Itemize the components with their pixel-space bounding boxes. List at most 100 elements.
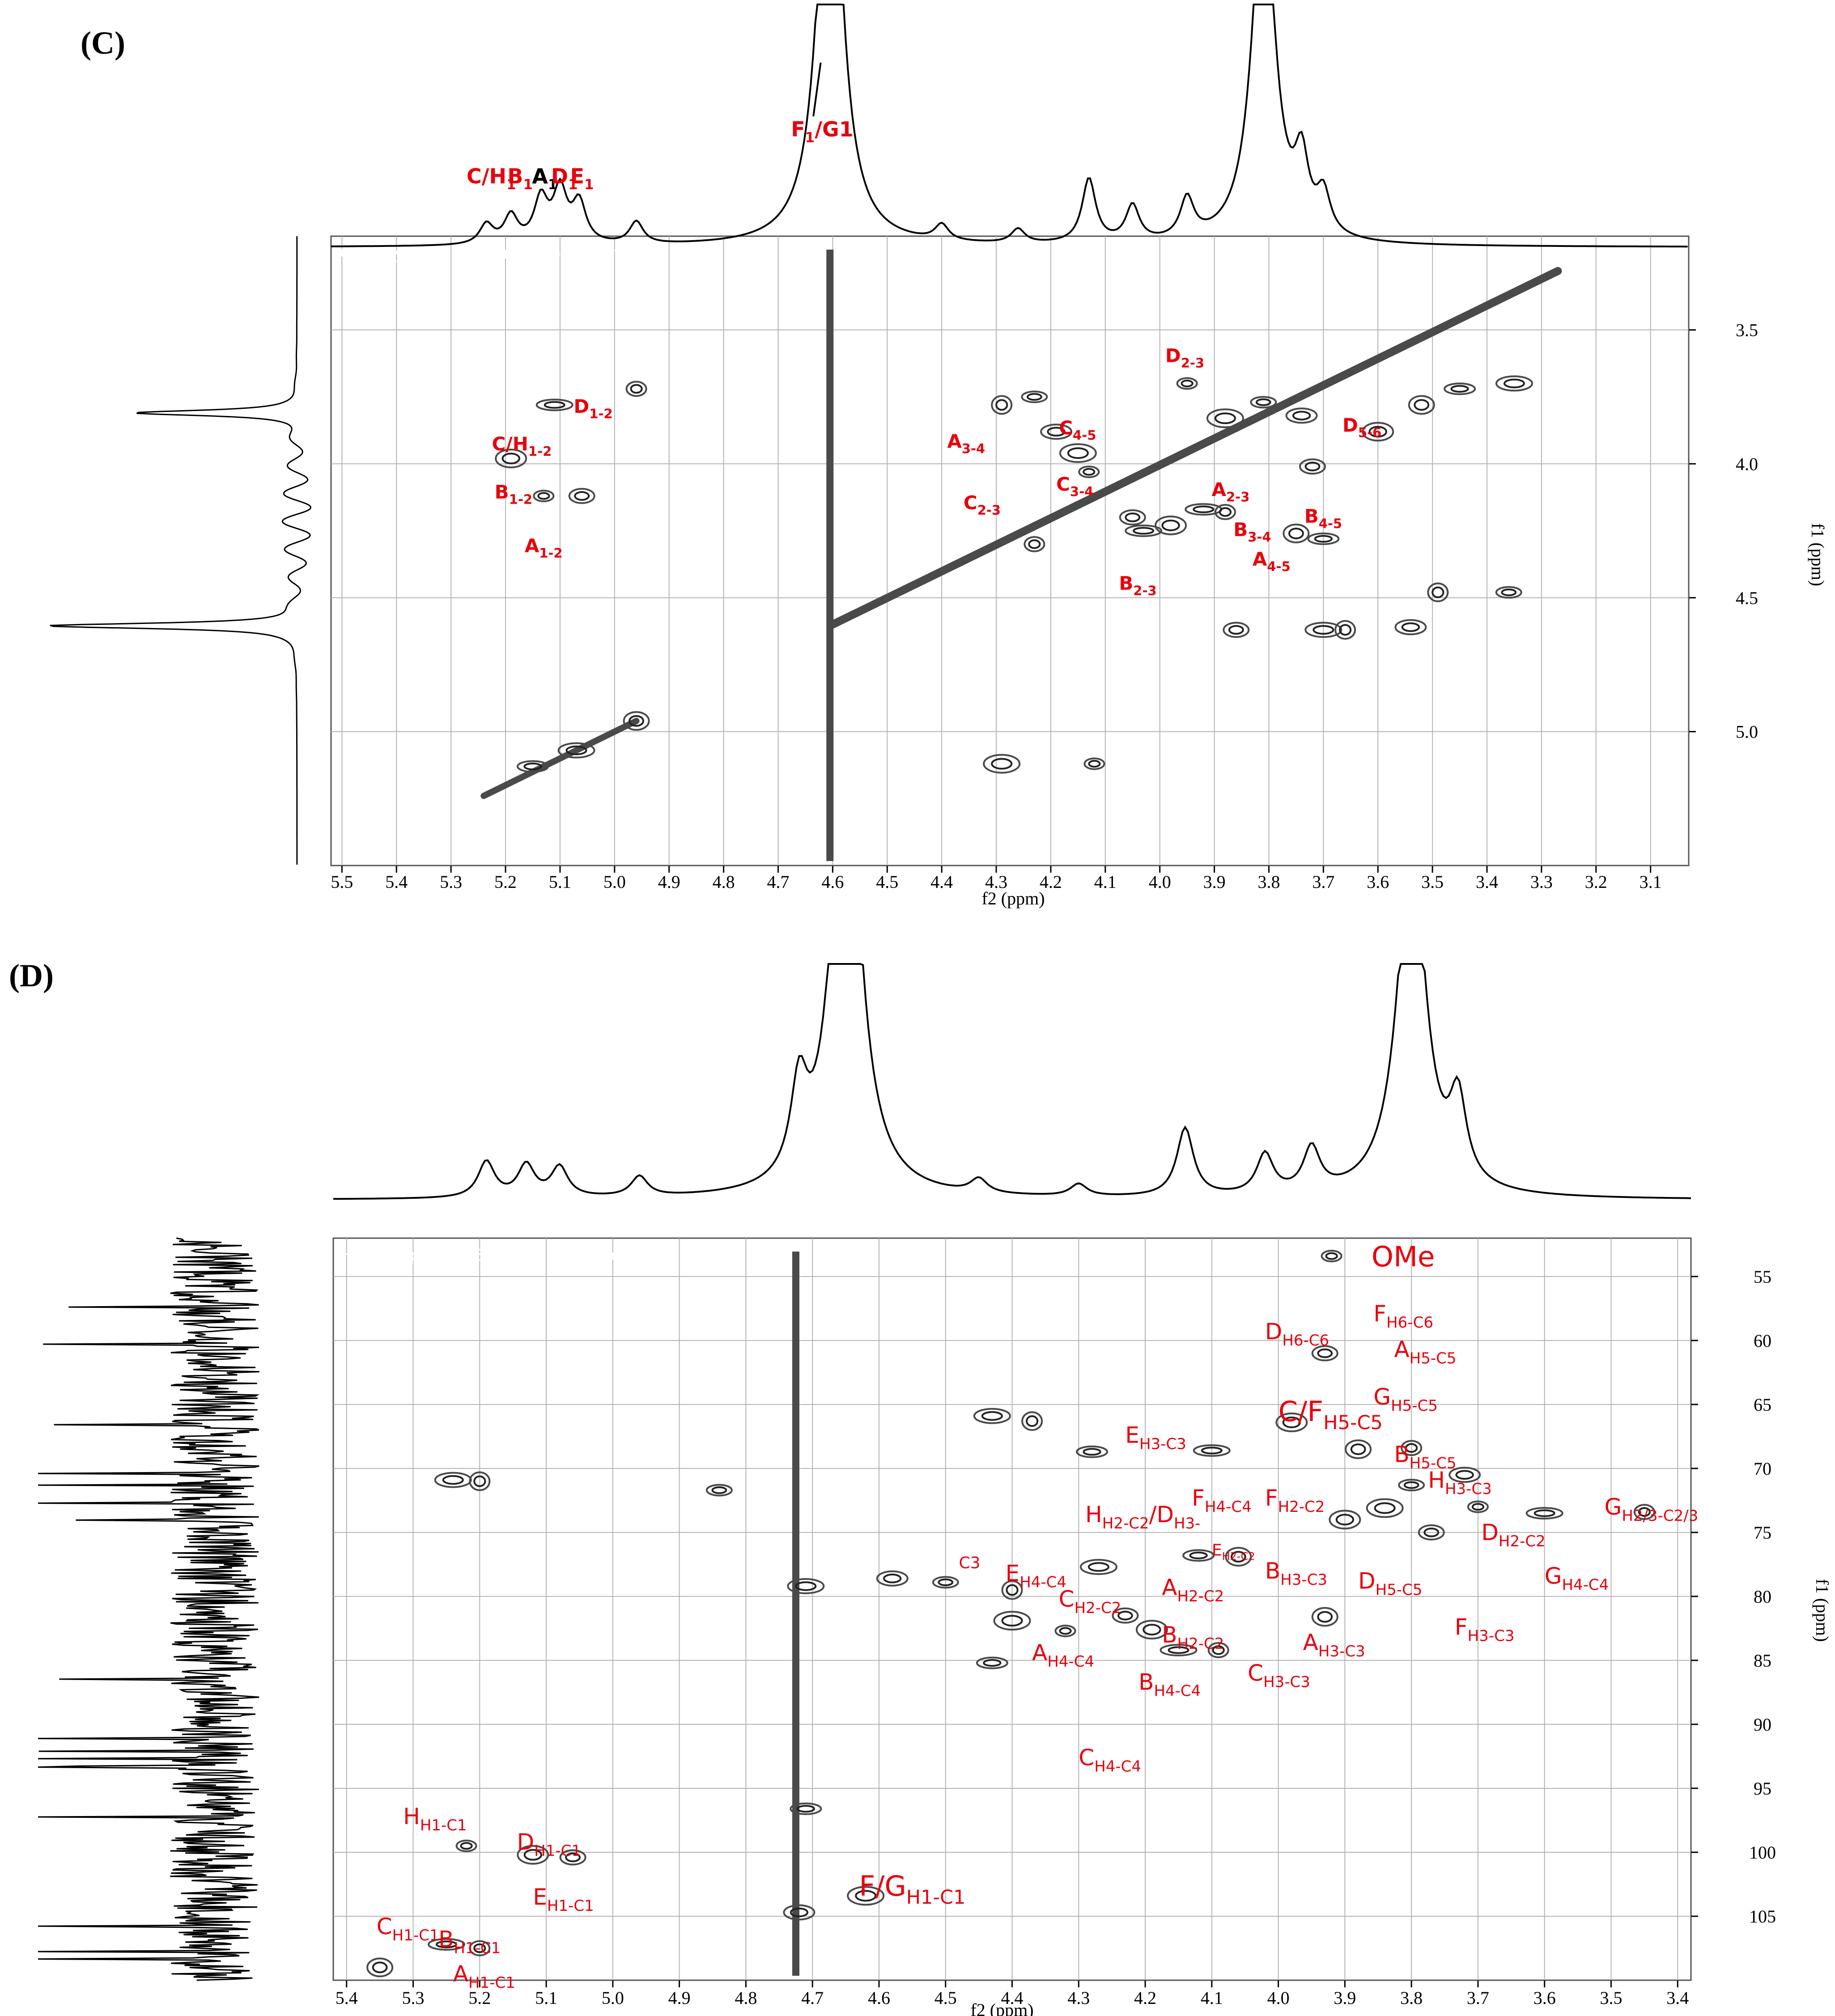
cross-peak-label: DH2-C2 — [1481, 1519, 1545, 1550]
cross-peak-core — [1083, 468, 1096, 476]
cross-peak-core — [1214, 412, 1236, 424]
cross-peak-core — [1125, 512, 1141, 522]
top-peak-label: E1 — [570, 164, 594, 193]
x-tick-label: 5.2 — [468, 1988, 491, 2008]
cross-peak-core — [855, 1890, 877, 1902]
y-tick-label: 5.0 — [1736, 722, 1758, 742]
cross-peak-core — [1450, 385, 1469, 393]
cross-peak-label: C3 — [959, 1554, 980, 1572]
y-axis-label: f1 (ppm) — [1812, 1579, 1832, 1642]
cross-peak-core — [1193, 505, 1215, 514]
cross-peak — [705, 1484, 733, 1497]
cross-peak-label: EH1-C1 — [533, 1884, 594, 1915]
cross-peak-core — [1405, 1443, 1418, 1453]
cross-peak-core — [1304, 462, 1321, 471]
cross-peak-core — [995, 399, 1008, 411]
cross-peak — [1155, 515, 1187, 535]
cross-peak-core — [1001, 1615, 1023, 1627]
cross-peak — [1334, 620, 1356, 640]
cross-peak — [1076, 1445, 1109, 1458]
cross-peak — [469, 1940, 491, 1957]
x-tick-label: 5.3 — [440, 872, 462, 892]
y-tick-label: 60 — [1754, 1331, 1771, 1351]
cross-peak — [1021, 390, 1048, 403]
cross-peak-label: AH5-C5 — [1394, 1337, 1456, 1367]
x-tick-label: 3.2 — [1585, 872, 1607, 892]
cross-peak-core — [1403, 1481, 1419, 1489]
cross-peak-core — [1455, 1470, 1474, 1480]
cross-peak-label: GH5-C5 — [1373, 1384, 1438, 1415]
cross-peak-core — [790, 1907, 809, 1918]
cross-peak-label: FH6-C6 — [1373, 1301, 1433, 1332]
x-tick-label: 3.4 — [1476, 872, 1498, 892]
x-tick-label: 4.2 — [1134, 1988, 1156, 2008]
cross-peak — [1633, 1504, 1655, 1520]
cross-peak-core — [1350, 1443, 1366, 1455]
panel-c: (C) 5.5 5.4 5.3 5.2 5.1 5.0 4.9 4.8 4.7 4.6 4.5 4.4… — [50, 4, 1828, 908]
cross-peak-core — [1314, 535, 1333, 543]
cross-peak-label: A4-5 — [1253, 548, 1291, 574]
cross-peak — [1176, 377, 1198, 390]
cross-peak-core — [1168, 1646, 1189, 1654]
cross-peak-core — [1067, 447, 1089, 459]
cross-peak-core — [1423, 1528, 1440, 1537]
cross-peak — [983, 754, 1021, 774]
x-tick-label: 4.3 — [985, 872, 1007, 892]
plot-frame — [330, 235, 1690, 866]
cross-peak-label: C4-5 — [1059, 417, 1096, 443]
x-tick-label: 5.1 — [549, 872, 571, 892]
cross-peak-core — [1335, 1514, 1355, 1526]
annotation-arrow — [812, 62, 822, 117]
cross-peak-label: DH6-C6 — [1265, 1319, 1329, 1350]
x-tick-label: 4.1 — [1094, 872, 1117, 892]
cross-peak — [1362, 422, 1394, 442]
cross-peak — [932, 1576, 959, 1589]
cross-peak-label: CH4-C4 — [1079, 1744, 1141, 1775]
cross-peak — [1160, 1644, 1198, 1657]
cross-peak-core — [1117, 1611, 1133, 1621]
cross-peak — [1398, 1479, 1425, 1492]
y-tick-label: 4.0 — [1736, 454, 1758, 474]
cross-peak-label: HH2-C2/DH3- — [1085, 1502, 1200, 1532]
diagonal-ridge — [828, 267, 1562, 629]
top-projection-trace — [333, 963, 1691, 1200]
cross-peak-core — [473, 1943, 486, 1953]
cross-peak — [1444, 382, 1476, 395]
cross-peak-core — [537, 492, 550, 500]
cross-peak-label: HH3-C3 — [1428, 1467, 1491, 1498]
cross-peak — [455, 1839, 477, 1852]
top-peak-label: A1 — [532, 164, 557, 193]
x-tick-label: 4.8 — [713, 872, 735, 892]
cross-peak-core — [1083, 1448, 1101, 1456]
cross-peak-label: B4-5 — [1304, 505, 1342, 531]
chart-title: HSQC-type 1H-13C correlation spectrum — [342, 1246, 668, 1265]
cross-peak — [1125, 524, 1163, 537]
cross-peak-core — [1181, 379, 1194, 387]
cross-peak-label: C2-3 — [964, 492, 1001, 518]
cross-peak — [1304, 622, 1342, 638]
cross-peak-label: F/GH1-C1 — [859, 1870, 965, 1909]
cross-peak — [1001, 1580, 1023, 1600]
x-tick-label: 4.0 — [1149, 872, 1171, 892]
cross-peak-core — [1282, 1416, 1301, 1428]
cross-peak — [1299, 458, 1326, 475]
cross-peak — [1193, 1444, 1231, 1457]
panel-label-d: (D) — [9, 958, 54, 993]
x-tick-label: 5.0 — [603, 872, 626, 892]
y-tick-label: 100 — [1749, 1842, 1776, 1863]
cross-peak — [876, 1570, 909, 1587]
cross-peak-core — [983, 1659, 1002, 1667]
cross-peak-label: D2-3 — [1165, 344, 1204, 370]
cross-peak-label: AH1-C1 — [453, 1961, 515, 1992]
cross-peak — [568, 488, 595, 504]
cross-peak-core — [1028, 539, 1041, 549]
cross-peak — [1418, 1524, 1445, 1541]
cross-peak-label: CH1-C1 — [377, 1914, 439, 1944]
cross-peak-label: D1-2 — [573, 395, 612, 421]
x-tick-label: 3.6 — [1367, 872, 1389, 892]
y-tick-label: 4.5 — [1736, 588, 1758, 608]
cross-peak-core — [1228, 625, 1244, 635]
cross-peak-core — [1317, 1348, 1333, 1358]
cross-peak-label: AH3-C3 — [1303, 1630, 1365, 1660]
cross-peak-core — [435, 1940, 457, 1948]
